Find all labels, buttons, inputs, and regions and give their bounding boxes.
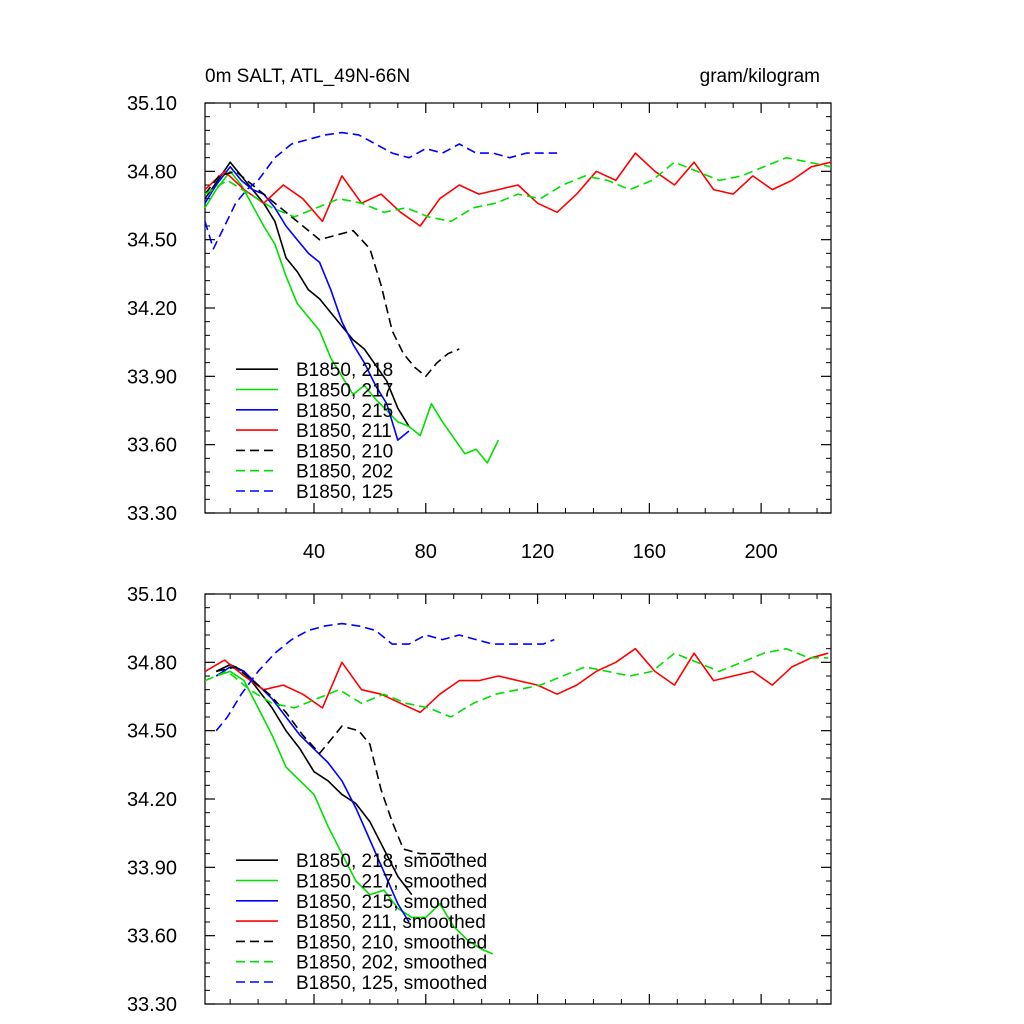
- series-line: [215, 670, 494, 955]
- legend-entry: B1850, 202, smoothed: [296, 953, 487, 974]
- series-line: [215, 666, 410, 923]
- legend-entry: B1850, 217, smoothed: [296, 872, 487, 893]
- legend-entry: B1850, 210: [296, 441, 393, 462]
- series-line: [204, 152, 832, 227]
- y-tick-label: 33.90: [127, 857, 177, 879]
- y-tick-label: 35.10: [127, 584, 177, 606]
- y-tick-label: 33.30: [127, 994, 177, 1016]
- legend-entry: B1850, 218, smoothed: [296, 851, 487, 872]
- y-tick-label: 34.20: [127, 789, 177, 811]
- y-tick-label: 33.30: [127, 503, 177, 525]
- legend-entry: B1850, 202: [296, 462, 393, 483]
- y-tick-label: 34.80: [127, 652, 177, 674]
- y-tick-label: 33.60: [127, 926, 177, 948]
- y-tick-label: 34.50: [127, 721, 177, 743]
- legend-entry: B1850, 218: [296, 360, 393, 381]
- x-tick-label: 160: [633, 541, 666, 563]
- legend-entry: B1850, 211: [296, 421, 392, 442]
- y-tick-label: 33.90: [127, 366, 177, 388]
- legend-entry: B1850, 215, smoothed: [296, 892, 487, 913]
- y-tick-label: 35.10: [127, 93, 177, 115]
- y-tick-label: 33.60: [127, 435, 177, 457]
- series-line: [204, 170, 500, 464]
- series-line: [215, 622, 555, 732]
- series-line: [204, 166, 410, 441]
- chart-title: 0m SALT, ATL_49N-66N: [205, 66, 410, 87]
- legend-entry: B1850, 125: [296, 482, 393, 503]
- series-line: [204, 647, 829, 714]
- x-tick-label: 80: [415, 541, 437, 563]
- y-tick-label: 34.80: [127, 161, 177, 183]
- x-tick-label: 40: [303, 541, 325, 563]
- x-tick-label: 200: [744, 541, 777, 563]
- legend-entry: B1850, 125, smoothed: [296, 973, 487, 994]
- y-tick-label: 34.20: [127, 298, 177, 320]
- series-line: [216, 666, 454, 855]
- series-line: [204, 647, 829, 718]
- x-tick-label: 120: [521, 541, 554, 563]
- units-label: gram/kilogram: [700, 66, 820, 87]
- legend-entry: B1850, 217: [296, 381, 393, 402]
- legend-entry: B1850, 211, smoothed: [296, 912, 486, 933]
- series-line: [204, 131, 558, 250]
- y-tick-label: 34.50: [127, 230, 177, 252]
- legend-entry: B1850, 215: [296, 401, 393, 422]
- series-line: [204, 156, 832, 223]
- legend-entry: B1850, 210, smoothed: [296, 932, 487, 953]
